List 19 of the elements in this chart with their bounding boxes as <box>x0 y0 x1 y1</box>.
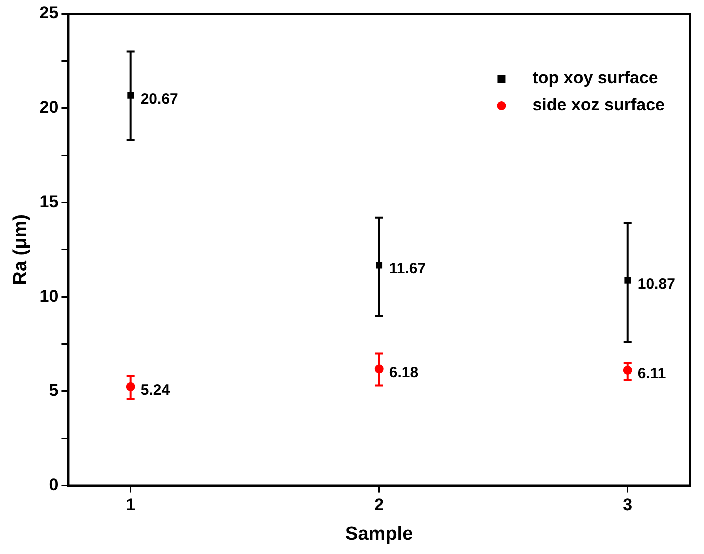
y-tick-label: 20 <box>40 98 59 118</box>
data-label: 5.24 <box>140 382 171 400</box>
data-label: 20.67 <box>140 90 178 108</box>
x-tick-label: 1 <box>126 496 136 515</box>
data-label: 11.67 <box>389 260 426 278</box>
data-label: 6.18 <box>389 364 419 382</box>
data-label: 10.87 <box>638 276 676 293</box>
x-tick-label: 2 <box>374 496 384 515</box>
y-tick-label: 15 <box>40 192 59 212</box>
legend-label: top xoy surface <box>532 68 658 88</box>
y-tick-label: 0 <box>49 475 59 494</box>
x-axis-title: Sample <box>346 524 414 545</box>
y-tick-label: 5 <box>49 381 59 400</box>
legend-label: side xoz surface <box>532 96 665 115</box>
y-tick-label: 25 <box>40 4 59 23</box>
x-tick-label: 3 <box>623 496 633 515</box>
y-axis-title: Ra (μm) <box>10 214 32 286</box>
data-label: 6.11 <box>638 366 666 383</box>
y-tick-label: 10 <box>40 286 59 306</box>
